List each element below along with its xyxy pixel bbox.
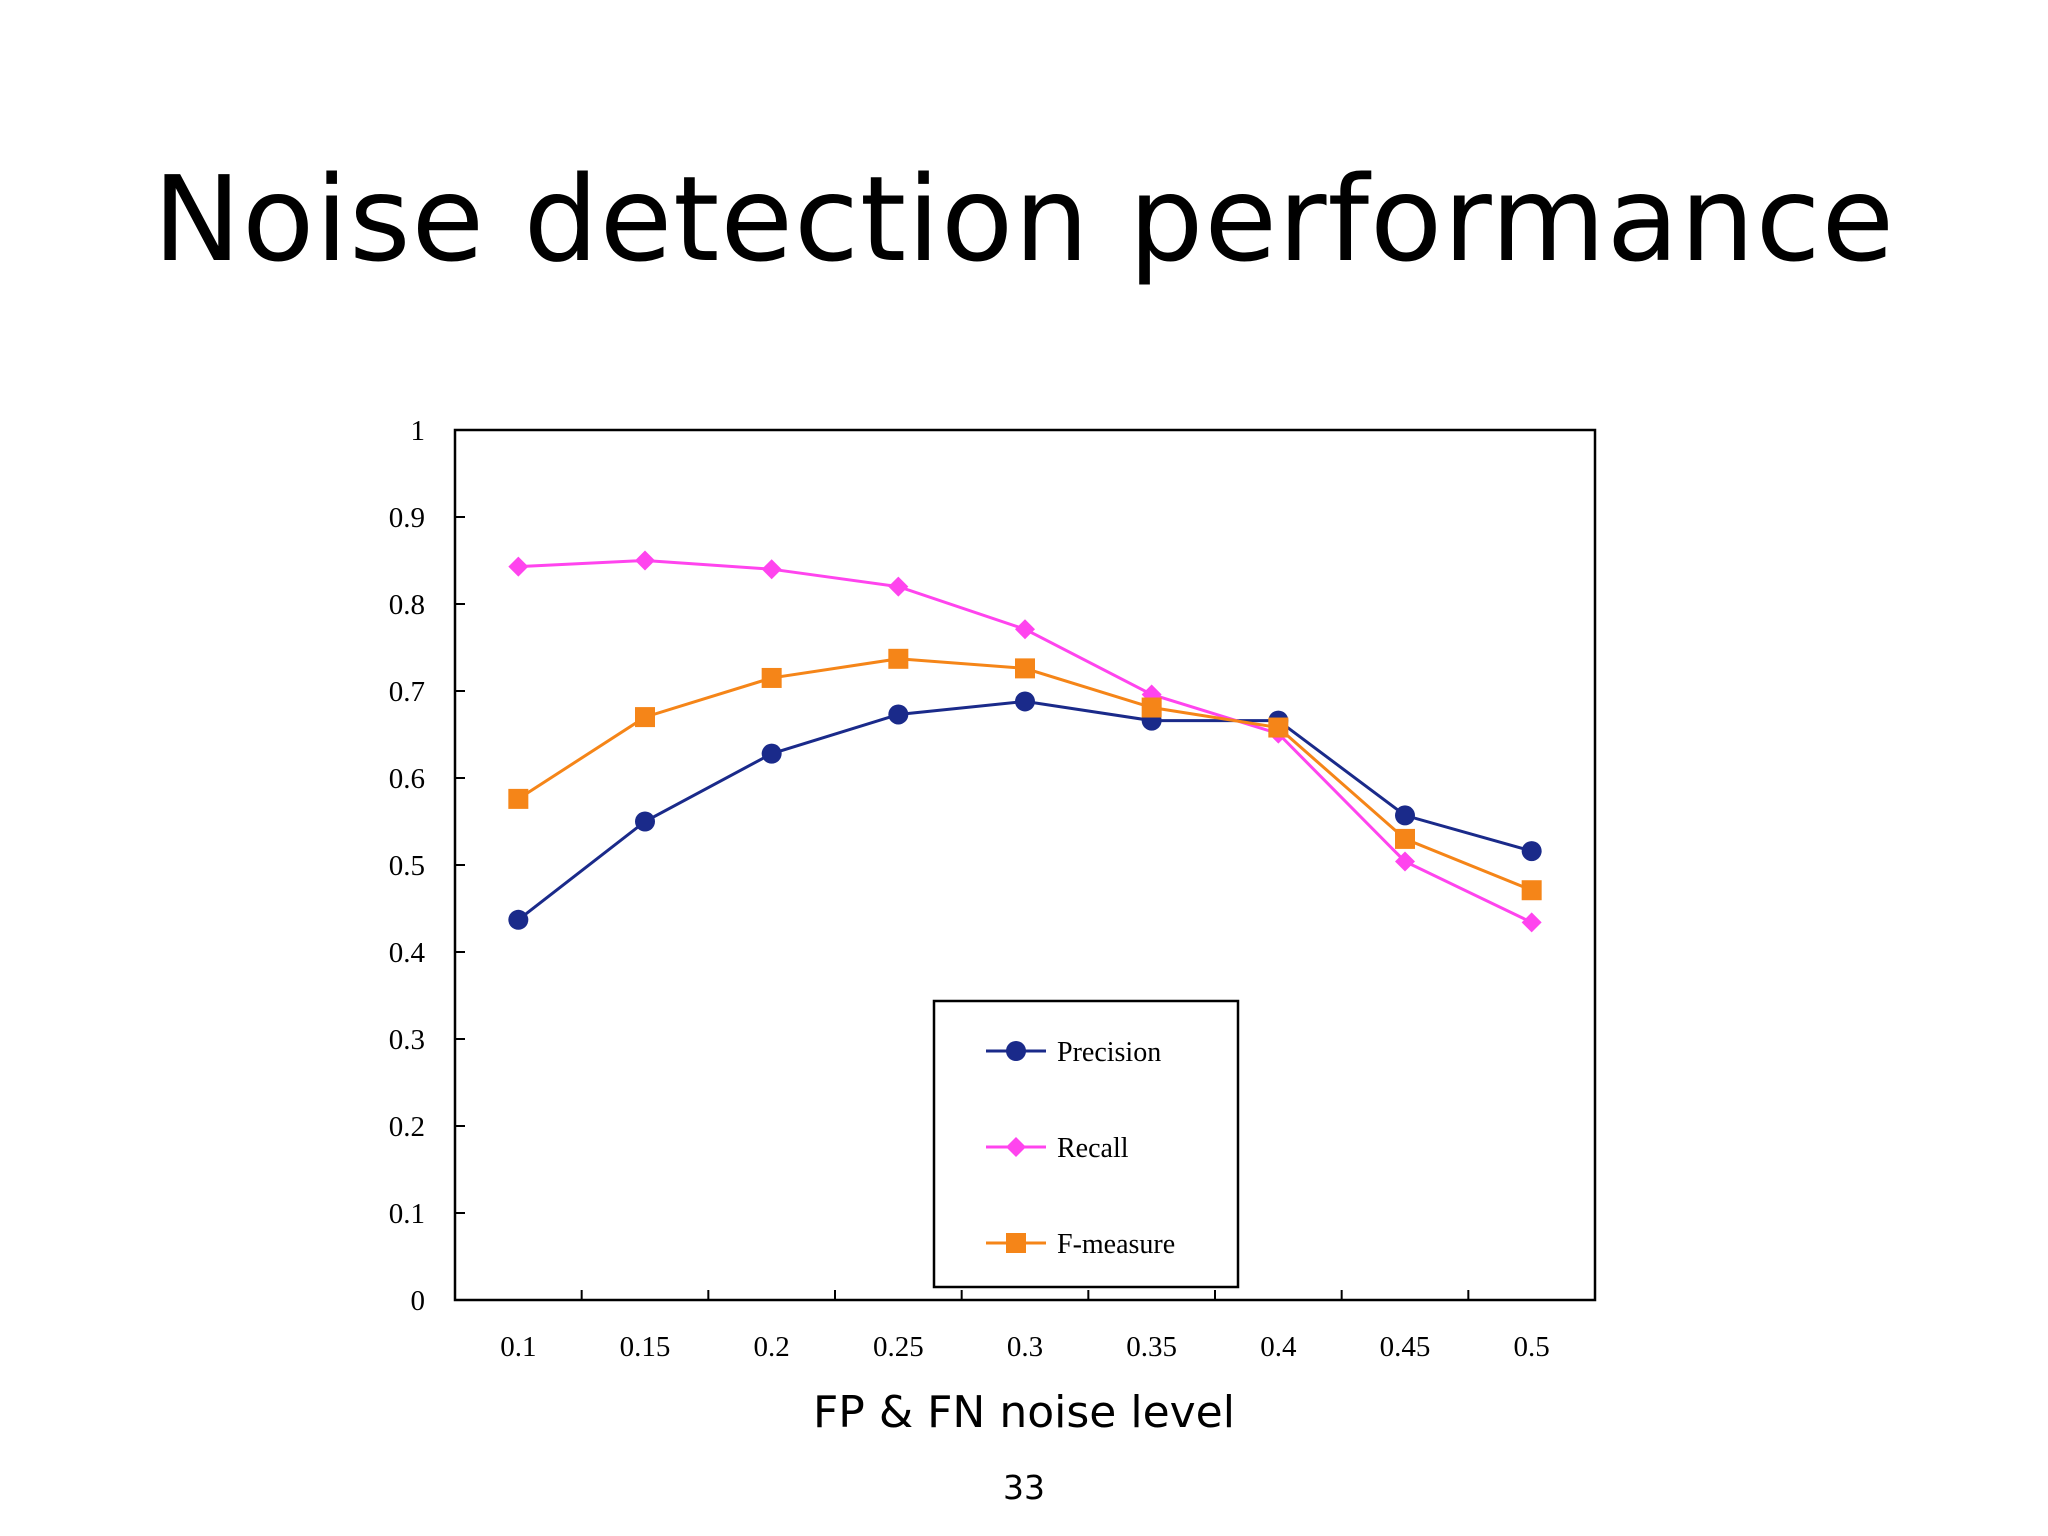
data-point-f-measure: [1395, 828, 1415, 849]
y-tick-label: 0.6: [389, 763, 425, 795]
data-point-recall: [761, 559, 782, 580]
data-point-precision: [761, 743, 782, 764]
data-point-recall: [508, 556, 529, 577]
data-point-precision: [508, 909, 529, 930]
y-tick-label: 0.2: [389, 1111, 425, 1143]
data-point-recall: [635, 550, 655, 571]
x-tick-label: 0.1: [500, 1331, 536, 1363]
y-tick-label: 0.3: [389, 1024, 425, 1056]
data-point-f-measure: [761, 667, 782, 688]
x-tick-label: 0.25: [873, 1331, 924, 1363]
plot-area-border: [453, 428, 1597, 1302]
x-tick-label: 0.15: [620, 1331, 671, 1363]
data-point-f-measure: [1268, 717, 1289, 738]
x-axis-title: FP & FN noise level: [813, 1387, 1235, 1438]
data-point-precision: [1015, 691, 1035, 712]
legend-box: [932, 999, 1240, 1289]
data-point-recall: [1395, 851, 1415, 872]
data-point-precision: [1395, 805, 1415, 826]
x-tick-label: 0.3: [1007, 1331, 1043, 1363]
y-tick-label: 0.7: [389, 676, 425, 708]
y-tick-label: 0.1: [389, 1198, 425, 1230]
data-point-f-measure: [888, 648, 909, 669]
data-point-f-measure: [1015, 658, 1035, 679]
data-point-precision: [635, 811, 655, 832]
y-tick-label: 0.9: [389, 502, 425, 534]
slide-title: Noise detection performance: [152, 150, 1896, 288]
legend-label-f-measure: F-measure: [1057, 1229, 1175, 1260]
x-axis-ticks: 0.1 0.15 0.2 0.25 0.3 0.35 0.4 0.45 0.5: [500, 1290, 1550, 1363]
x-tick-label: 0.35: [1126, 1331, 1177, 1363]
data-point-f-measure: [1521, 880, 1542, 901]
y-tick-label: 0.8: [389, 589, 425, 621]
y-tick-label: 0.4: [389, 937, 426, 969]
y-tick-label: 1: [411, 415, 426, 447]
legend-marker-f-measure: [1006, 1233, 1026, 1253]
legend-marker-recall: [1006, 1137, 1026, 1157]
data-point-recall: [1521, 912, 1542, 933]
data-point-f-measure: [1141, 697, 1162, 718]
x-tick-label: 0.5: [1514, 1331, 1550, 1363]
y-axis-ticks: 0 0.1 0.2 0.3 0.4 0.5 0.6 0.7 0.8 0.9 1: [389, 415, 465, 1317]
data-point-f-measure: [635, 707, 655, 728]
data-point-f-measure: [508, 788, 529, 809]
x-tick-label: 0.4: [1260, 1331, 1297, 1363]
legend-label-recall: Recall: [1057, 1133, 1129, 1164]
x-tick-label: 0.45: [1380, 1331, 1431, 1363]
y-tick-label: 0: [411, 1285, 426, 1317]
legend-label-precision: Precision: [1057, 1037, 1161, 1068]
data-point-precision: [1521, 841, 1542, 862]
legend: Precision Recall F-measure: [932, 999, 1240, 1289]
data-point-recall: [1015, 619, 1035, 640]
series-layer: [508, 550, 1542, 933]
legend-marker-precision: [1006, 1041, 1026, 1061]
y-tick-label: 0.5: [389, 850, 425, 882]
x-tick-label: 0.2: [754, 1331, 790, 1363]
page-number: 33: [1003, 1468, 1045, 1507]
data-point-recall: [888, 576, 909, 597]
data-point-precision: [888, 704, 909, 725]
